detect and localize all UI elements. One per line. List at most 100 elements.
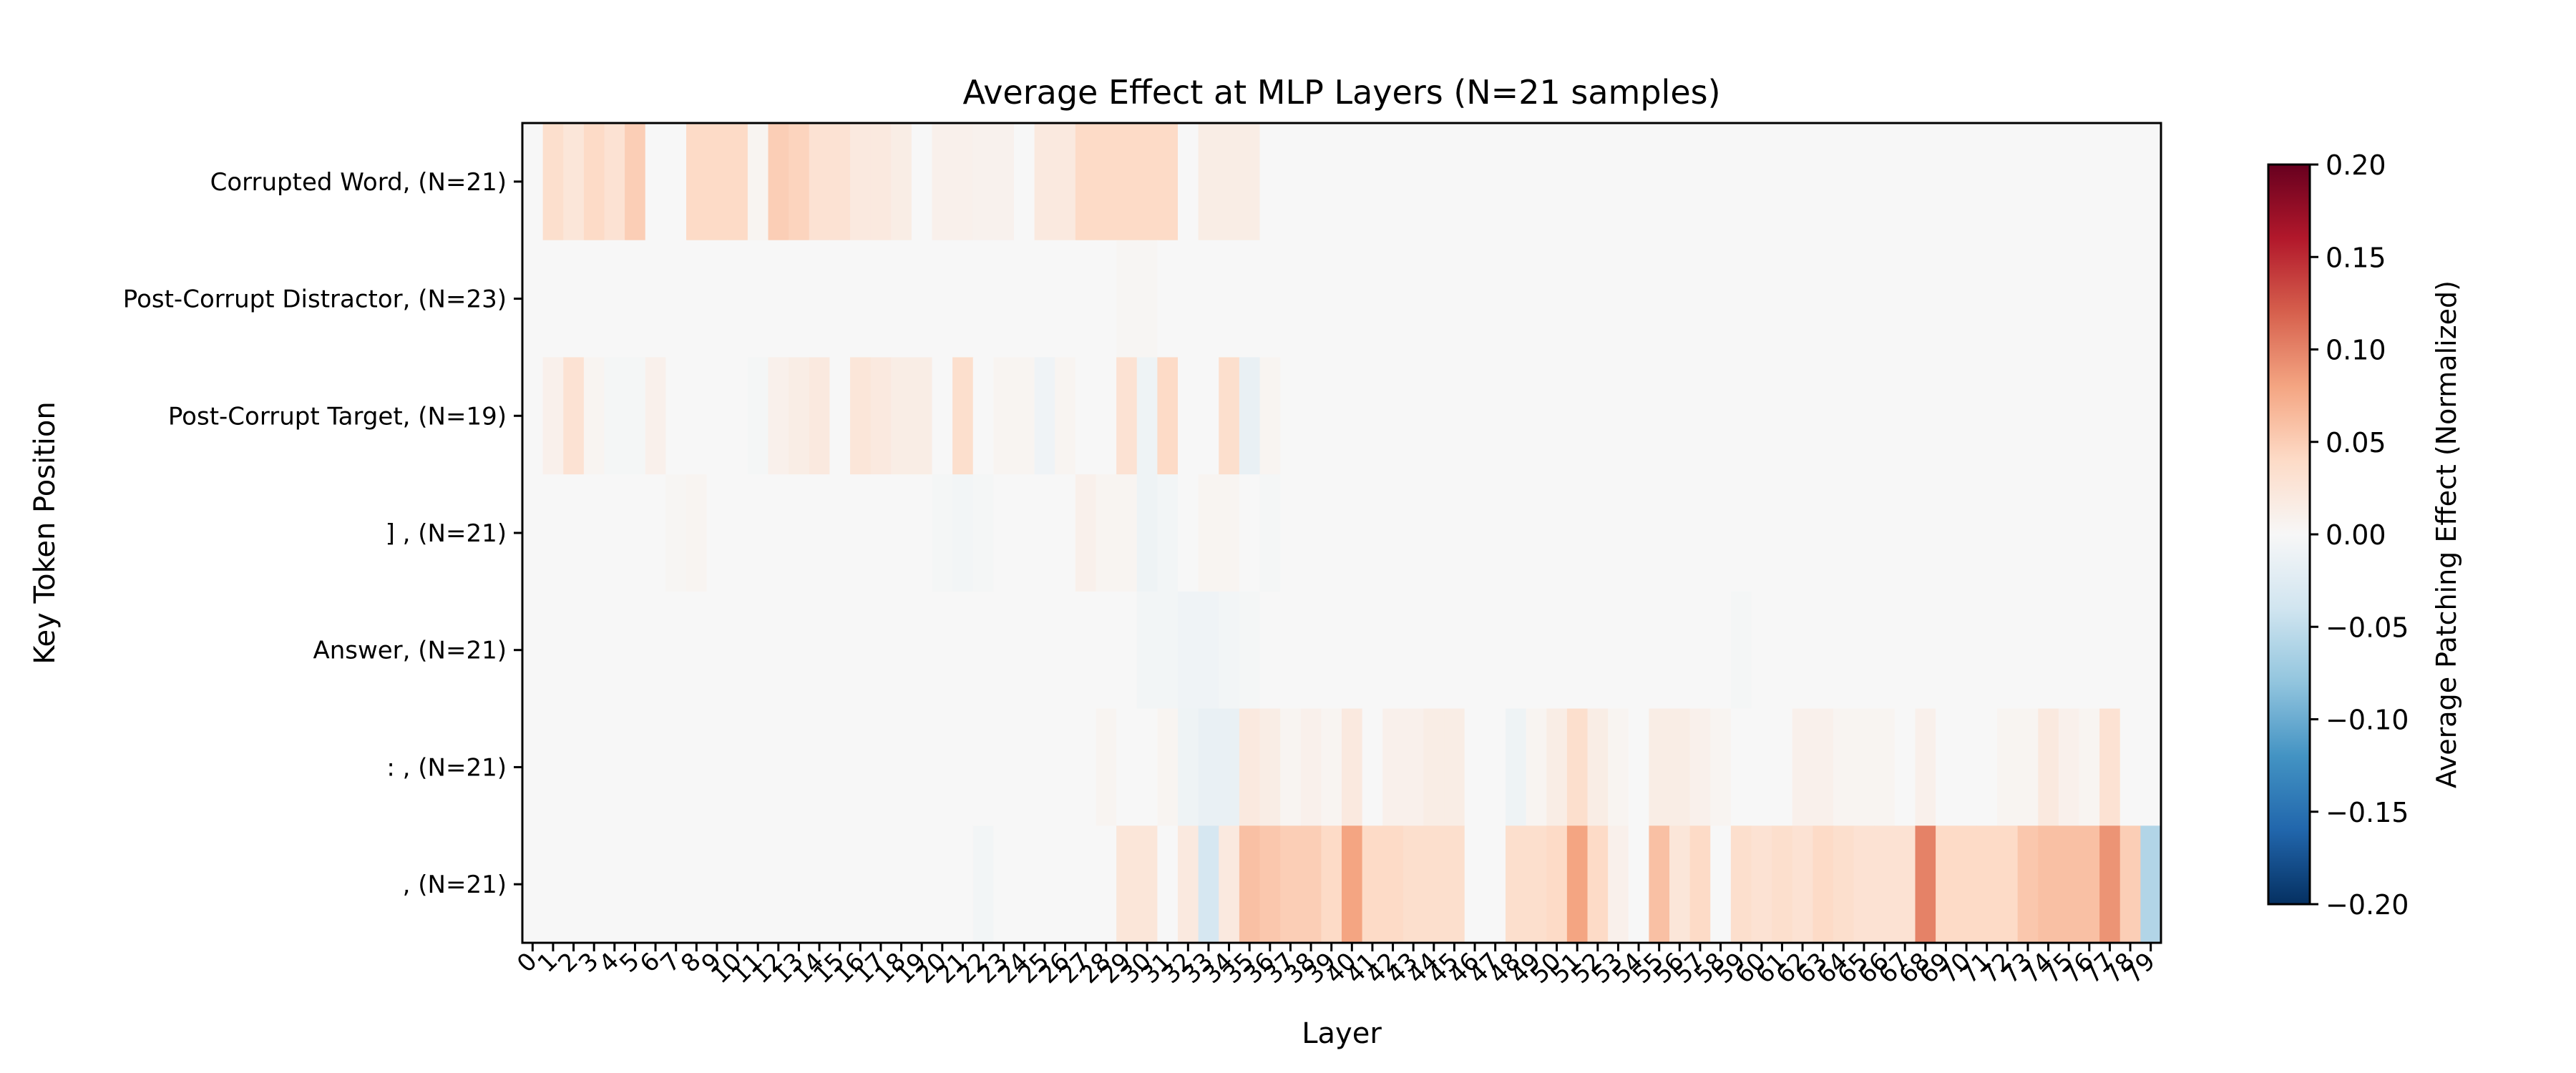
heatmap-cell xyxy=(1198,708,1219,826)
heatmap-cell xyxy=(2038,240,2059,358)
heatmap-cell xyxy=(1751,825,1772,944)
heatmap-cell xyxy=(665,474,687,592)
heatmap-cell xyxy=(1710,357,1732,475)
heatmap-cell xyxy=(2099,474,2121,592)
heatmap-cell xyxy=(1608,708,1629,826)
heatmap-cell xyxy=(850,708,872,826)
heatmap-cell xyxy=(1034,240,1055,358)
heatmap-cell xyxy=(1894,123,1916,241)
colorbar-tick-label: −0.05 xyxy=(2326,612,2409,643)
heatmap-cell xyxy=(2079,708,2100,826)
heatmap-cell xyxy=(1669,357,1691,475)
heatmap-cell xyxy=(1157,591,1179,710)
heatmap-cell xyxy=(972,708,994,826)
heatmap-cell xyxy=(583,357,605,475)
heatmap-cell xyxy=(870,591,892,710)
heatmap-cell xyxy=(645,708,666,826)
heatmap-cell xyxy=(1710,708,1732,826)
heatmap-cell xyxy=(1853,825,1875,944)
heatmap-cell xyxy=(1444,240,1465,358)
heatmap-cell xyxy=(645,474,666,592)
heatmap-cell xyxy=(1444,591,1465,710)
heatmap-cell xyxy=(1402,240,1425,358)
heatmap-cell xyxy=(1300,825,1322,944)
heatmap-cell xyxy=(870,123,892,241)
heatmap-cell xyxy=(1075,123,1097,241)
heatmap-cell xyxy=(686,708,708,826)
heatmap-cell xyxy=(1219,708,1240,826)
heatmap-cell xyxy=(1526,474,1547,592)
heatmap-cell xyxy=(2099,240,2121,358)
heatmap-cell xyxy=(1096,591,1117,710)
y-tick-label: Post-Corrupt Target, (N=19) xyxy=(168,402,507,431)
heatmap-cell xyxy=(1608,240,1629,358)
heatmap-cell xyxy=(1055,708,1076,826)
heatmap-cell xyxy=(1936,123,1957,241)
heatmap-cell xyxy=(1874,591,1896,710)
heatmap-cell xyxy=(1506,825,1527,944)
heatmap-cell xyxy=(1506,357,1527,475)
heatmap-cell xyxy=(1669,708,1691,826)
heatmap-cell xyxy=(1506,708,1527,826)
heatmap-cell xyxy=(686,123,708,241)
heatmap-cell xyxy=(1669,123,1691,241)
heatmap-cell xyxy=(686,240,708,358)
heatmap-cell xyxy=(1689,123,1711,241)
heatmap-cell xyxy=(891,825,912,944)
heatmap-cell xyxy=(1526,357,1547,475)
heatmap-cell xyxy=(1280,825,1302,944)
heatmap-cell xyxy=(1874,123,1896,241)
heatmap-cell xyxy=(789,591,810,710)
heatmap-cell xyxy=(829,708,851,826)
heatmap-cell xyxy=(625,474,646,592)
heatmap-cell xyxy=(2119,474,2141,592)
heatmap-cell xyxy=(1833,123,1855,241)
heatmap-cell xyxy=(972,825,994,944)
heatmap-cell xyxy=(2017,474,2039,592)
heatmap-cell xyxy=(604,357,625,475)
heatmap-cell xyxy=(583,591,605,710)
heatmap-cell xyxy=(1014,357,1035,475)
heatmap-cell xyxy=(1813,240,1834,358)
heatmap-cell xyxy=(1464,708,1485,826)
heatmap-cell xyxy=(1362,240,1383,358)
heatmap-cell xyxy=(993,825,1015,944)
heatmap-cell xyxy=(972,357,994,475)
heatmap-cell xyxy=(1116,357,1138,475)
heatmap-cell xyxy=(1566,708,1589,826)
heatmap-cell xyxy=(1342,357,1363,475)
heatmap-cell xyxy=(1526,708,1547,826)
heatmap-cell xyxy=(542,591,564,710)
heatmap-cell xyxy=(2017,708,2039,826)
heatmap-cell xyxy=(1157,474,1179,592)
heatmap-cell xyxy=(1444,123,1465,241)
y-tick-label: : , (N=21) xyxy=(386,753,507,782)
heatmap-cell xyxy=(1566,591,1589,710)
heatmap-cell xyxy=(1587,123,1609,241)
heatmap-cell xyxy=(1669,474,1691,592)
heatmap-cell xyxy=(1976,123,1998,241)
heatmap-cell xyxy=(1792,123,1813,241)
heatmap-cell xyxy=(1423,240,1445,358)
heatmap-cell xyxy=(1526,591,1547,710)
heatmap-cell xyxy=(809,357,830,475)
heatmap-cell xyxy=(1259,240,1281,358)
heatmap-cell xyxy=(747,357,769,475)
heatmap-cell xyxy=(1402,708,1425,826)
heatmap-cell xyxy=(1628,708,1649,826)
heatmap-cell xyxy=(1096,474,1117,592)
heatmap-cell xyxy=(1259,591,1281,710)
heatmap-cell xyxy=(1464,591,1485,710)
heatmap-cell xyxy=(850,474,872,592)
heatmap-cell xyxy=(583,123,605,241)
heatmap-cell xyxy=(1772,123,1793,241)
heatmap-cell xyxy=(850,240,872,358)
heatmap-cell xyxy=(1423,123,1445,241)
heatmap-cell xyxy=(522,240,544,358)
heatmap-cell xyxy=(2079,123,2100,241)
heatmap-cell xyxy=(1485,708,1506,826)
heatmap-cell xyxy=(747,825,769,944)
heatmap-cell xyxy=(1444,474,1465,592)
heatmap-cell xyxy=(1628,357,1649,475)
chart-title: Average Effect at MLP Layers (N=21 sampl… xyxy=(962,73,1720,112)
